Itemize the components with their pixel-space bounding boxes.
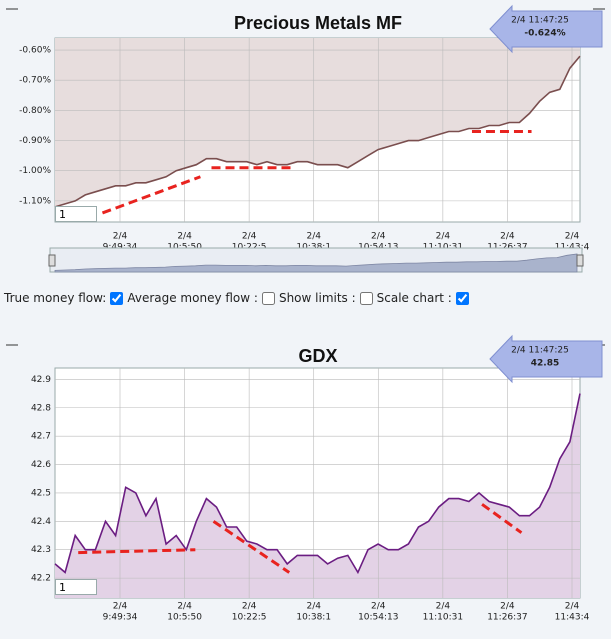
y-tick-label: -1.00% [19, 166, 51, 176]
x-tick-time: 10:22:5 [232, 613, 267, 623]
trend-line [481, 503, 523, 534]
x-tick-time: 10:5:50 [167, 613, 202, 623]
control-label: Average money flow : [127, 291, 258, 305]
y-tick-label: -0.70% [19, 76, 51, 86]
y-tick-label: -0.90% [19, 136, 51, 146]
trend-line [78, 548, 196, 555]
x-tick-time: 11:43:4 [555, 613, 590, 623]
x-tick-date: 2/4 [113, 602, 128, 612]
x-tick-time: 10:54:13 [358, 613, 398, 623]
x-tick-date: 2/4 [565, 602, 580, 612]
range-input[interactable]: 1 [55, 206, 97, 222]
x-tick-date: 2/4 [500, 602, 515, 612]
x-tick-date: 2/4 [371, 602, 386, 612]
chart-title: GDX [298, 346, 337, 366]
x-tick-date: 2/4 [436, 602, 451, 612]
x-tick-date: 2/4 [436, 232, 451, 242]
navigator-handle[interactable] [48, 254, 56, 267]
x-tick-time: 9:49:34 [103, 613, 138, 623]
y-tick-label: 42.2 [31, 574, 51, 584]
navigator-area [54, 253, 578, 273]
x-tick-date: 2/4 [177, 602, 192, 612]
y-tick-label: -0.60% [19, 46, 51, 56]
checkbox[interactable] [455, 291, 469, 305]
callout-arrow [489, 4, 603, 54]
area [55, 393, 580, 598]
checkbox[interactable] [261, 291, 275, 305]
trend-line [212, 520, 291, 574]
checkbox[interactable] [110, 291, 124, 305]
y-tick-label: 42.3 [31, 545, 51, 555]
x-tick-time: 10:38:1 [296, 613, 331, 623]
y-tick-label: 42.8 [31, 403, 51, 413]
trend-line [101, 175, 201, 215]
x-tick-date: 2/4 [242, 602, 257, 612]
y-tick-label: 42.9 [31, 375, 51, 385]
y-tick-label: 42.5 [31, 488, 51, 498]
x-tick-date: 2/4 [371, 232, 386, 242]
callout-value: 42.85 [531, 359, 559, 369]
callout-arrow [489, 334, 603, 384]
callout-time: 2/4 11:47:25 [511, 346, 569, 356]
callout-time: 2/4 11:47:25 [511, 16, 569, 26]
y-tick-label: 42.6 [31, 460, 51, 470]
y-tick-label: 42.4 [31, 517, 51, 527]
y-tick-label: -1.10% [19, 196, 51, 206]
checkbox[interactable] [359, 291, 373, 305]
y-tick-label: 42.7 [31, 432, 51, 442]
x-tick-date: 2/4 [565, 232, 580, 242]
x-tick-date: 2/4 [242, 232, 257, 242]
x-tick-date: 2/4 [306, 602, 321, 612]
x-tick-date: 2/4 [113, 232, 128, 242]
x-tick-time: 11:10:31 [423, 613, 463, 623]
x-tick-time: 11:26:37 [487, 613, 527, 623]
chart-title: Precious Metals MF [234, 13, 402, 33]
control-label: Scale chart : [376, 291, 452, 305]
x-tick-date: 2/4 [500, 232, 515, 242]
range-input[interactable]: 1 [55, 579, 97, 595]
navigator-handle[interactable] [576, 254, 584, 267]
callout-value: -0.624% [524, 29, 565, 39]
control-label: Show limits : [278, 291, 356, 305]
x-tick-date: 2/4 [177, 232, 192, 242]
line [54, 393, 581, 575]
x-tick-date: 2/4 [306, 232, 321, 242]
y-tick-label: -0.80% [19, 106, 51, 116]
line [54, 55, 581, 208]
controls: True money flow: Average money flow : Show… [4, 291, 473, 305]
control-label: True money flow: [4, 291, 107, 305]
